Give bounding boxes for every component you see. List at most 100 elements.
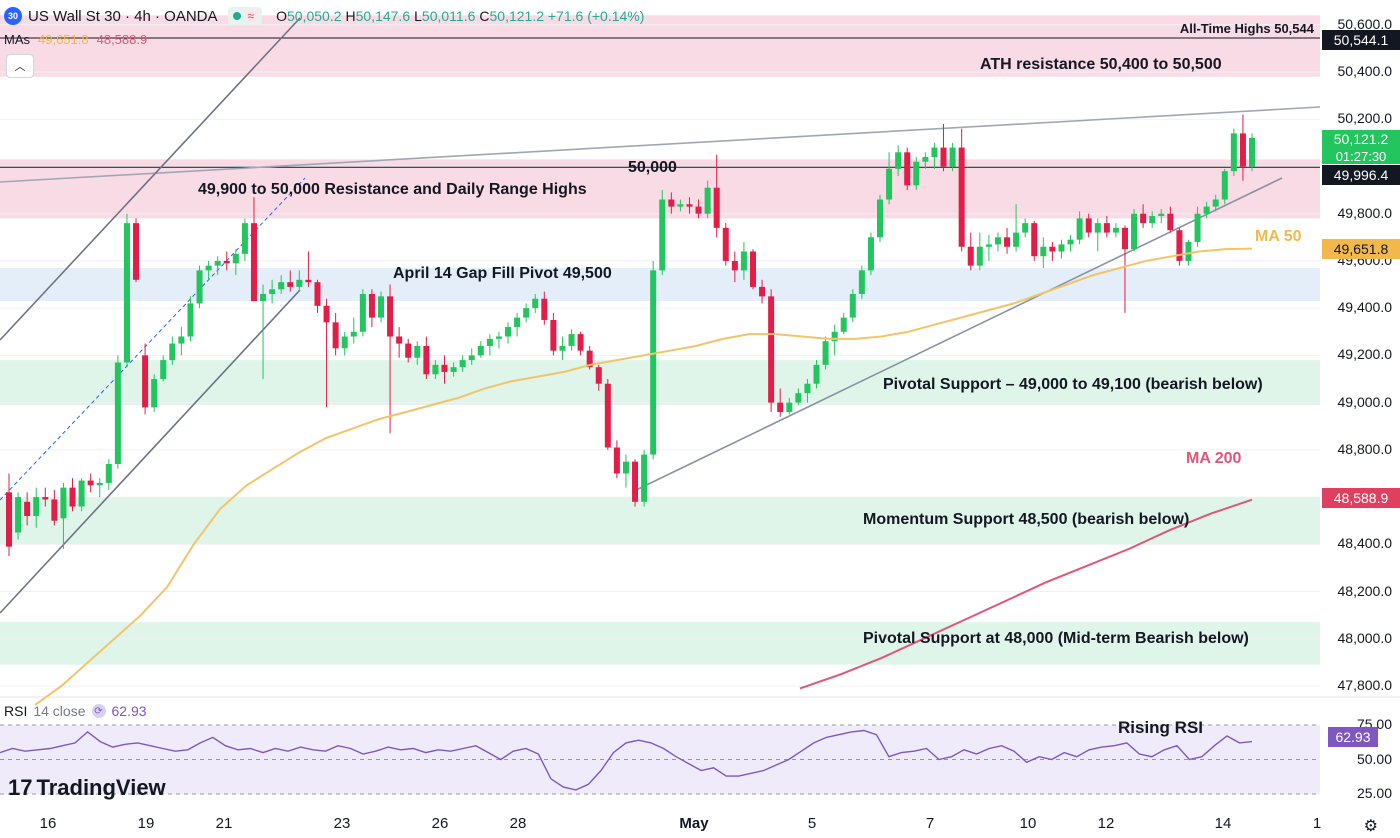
candle-body (532, 298, 539, 309)
candle-body (477, 345, 484, 356)
candle-body (1031, 223, 1038, 257)
candle-body (568, 334, 575, 346)
symbol-badge[interactable]: 30 (4, 7, 22, 25)
chevron-up-icon: ︿ (14, 61, 26, 73)
candle-body (958, 147, 965, 247)
chart-title[interactable]: US Wall St 30 · 4h · OANDA (28, 7, 218, 25)
candle-body (133, 223, 140, 280)
candle-body (423, 345, 430, 375)
candle-body (1131, 213, 1138, 250)
price-tick-label: 48,000.0 (1337, 629, 1393, 646)
candle-body (677, 204, 684, 207)
candle-body (1194, 213, 1201, 243)
candle-body (759, 286, 766, 297)
candle-body (260, 293, 267, 302)
candle-body (604, 383, 611, 448)
candle-body (931, 147, 938, 158)
ma200-line (799, 498, 1253, 690)
pivotal-support-49k-label: Pivotal Support – 49,000 to 49,100 (bear… (883, 376, 1263, 393)
upper-trendline (0, 106, 1321, 183)
mas-legend[interactable]: MAs 49,651.8 48,588.9 (4, 32, 147, 47)
rising-trendline (631, 177, 1283, 493)
candle-body (1167, 213, 1174, 231)
candle-body (813, 364, 820, 384)
refresh-icon[interactable]: ⟳ (91, 704, 106, 718)
tradingview-logo[interactable]: 17 TradingView (8, 775, 166, 801)
candle-body (985, 244, 992, 247)
price-tick-label: 50,400.0 (1337, 63, 1393, 79)
candle-body (196, 270, 203, 304)
collapse-legend-button[interactable]: ︿ (6, 54, 34, 78)
resistance-daily-label: 49,900 to 50,000 Resistance and Daily Ra… (198, 181, 587, 198)
candle-body (414, 345, 421, 358)
status-indicators[interactable]: ≈ (227, 7, 263, 25)
candle-body (250, 223, 257, 302)
candle-body (15, 497, 22, 533)
candle-body (858, 270, 865, 294)
candle-body (450, 367, 457, 372)
close-value: 50,121.2 +71.6 (+0.14%) (489, 8, 645, 24)
candle-body (1067, 239, 1074, 245)
candle-body (187, 303, 194, 337)
candle-body (1212, 199, 1219, 207)
candle-body (976, 246, 983, 266)
candle-body (550, 319, 557, 351)
candle-body (1013, 232, 1020, 247)
candle-body (967, 246, 974, 266)
high-key: H (345, 8, 356, 24)
candle-body (6, 492, 12, 547)
fifty-k-price-tag: 49,996.4 (1322, 165, 1400, 185)
candle-body (287, 282, 294, 287)
candle-body (123, 223, 130, 363)
candle-body (1103, 223, 1110, 233)
candle-body (323, 305, 330, 323)
candle-body (1085, 218, 1092, 233)
candle-body (704, 187, 711, 214)
date-tick-label: 23 (333, 815, 351, 832)
date-tick-label: 19 (137, 815, 155, 832)
ath-label: All-Time Highs 50,544 (1179, 21, 1314, 36)
price-tick-label: 48,200.0 (1337, 582, 1393, 599)
candle-body (641, 454, 648, 502)
candle-body (1249, 137, 1255, 167)
candle-body (940, 147, 947, 167)
ma50-line (34, 247, 1253, 706)
candle-body (114, 362, 121, 465)
candle-body (1239, 133, 1246, 167)
candle-body (686, 204, 693, 207)
candle-body (1049, 246, 1056, 252)
low-value: 50,011.6 (421, 8, 476, 24)
candle-body (523, 308, 530, 318)
candle-body (78, 480, 85, 507)
date-tick-label: 5 (807, 815, 817, 832)
candle-body (804, 383, 811, 394)
candle-body (505, 327, 512, 337)
date-tick-label: 16 (39, 815, 57, 832)
ma50-price-tag: 49,651.8 (1322, 239, 1400, 259)
ma50-label: MA 50 (1255, 228, 1302, 245)
candle-body (877, 199, 884, 238)
candle-body (178, 336, 185, 344)
candle-body (822, 341, 829, 365)
ath-price-tag: 50,544.1 (1322, 30, 1400, 50)
open-key: O (276, 8, 287, 24)
candle-body (314, 282, 321, 306)
rsi-legend[interactable]: RSI 14 close ⟳ 62.93 (4, 703, 147, 719)
candle-body (659, 199, 666, 271)
candle-body (541, 298, 548, 320)
date-tick-label: 14 (1214, 815, 1232, 832)
gear-icon[interactable]: ⚙ (1363, 818, 1378, 835)
candle-body (459, 360, 466, 368)
ath-resistance-label: ATH resistance 50,400 to 50,500 (980, 56, 1222, 73)
ma50-legend-value: 49,651.8 (38, 32, 89, 47)
candle-body (740, 251, 747, 271)
candle-body (1040, 246, 1047, 257)
candle-body (514, 317, 521, 328)
candle-body (142, 355, 149, 408)
candle-body (1185, 242, 1192, 261)
candle-body (795, 393, 802, 403)
low-key: L (414, 8, 422, 24)
candle-body (33, 497, 40, 516)
candle-body (1076, 218, 1083, 240)
